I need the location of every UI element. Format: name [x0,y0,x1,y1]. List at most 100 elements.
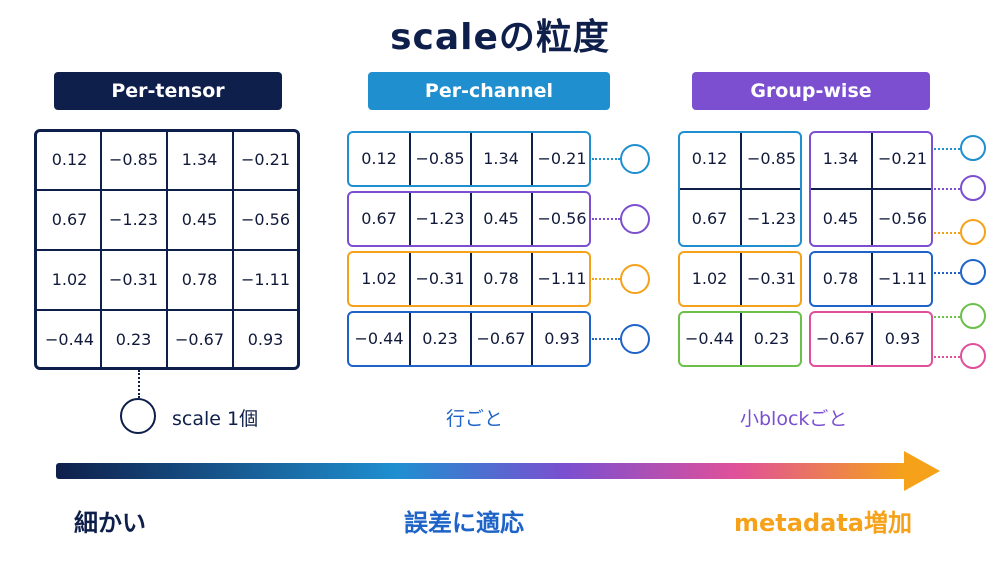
matrix-cell: 0.12 [361,149,397,168]
group-block [678,311,802,367]
matrix-cell: −1.23 [415,209,465,228]
matrix-cell: −0.85 [415,149,465,168]
matrix-cell: −0.56 [877,209,928,228]
matrix-cell: 0.23 [422,329,458,348]
matrix-cell: −0.31 [746,269,797,288]
channel-row-box [347,131,591,187]
scale-circle [120,398,156,434]
matrix-cell: 0.67 [691,209,728,228]
page-title: scaleの粒度 [390,17,610,58]
per-channel-caption: 行ごと [446,408,504,430]
matrix-cell: −0.21 [537,149,587,168]
connector-line [592,338,620,340]
grid-divider [680,188,800,190]
scale-circle [620,264,650,294]
matrix-cell: −0.44 [684,329,735,348]
group-block [678,251,802,307]
channel-row-box [347,251,591,307]
scale-circle [960,219,986,245]
matrix-cell: −0.31 [415,269,465,288]
matrix-cell: −0.85 [746,149,797,168]
matrix-cell: −0.44 [354,329,404,348]
matrix-cell: −0.56 [537,209,587,228]
scale-circle [960,175,986,201]
matrix-cell: −0.67 [174,330,225,349]
matrix-cell: 0.12 [51,150,88,169]
group-block [678,131,802,247]
scale-circle [620,324,650,354]
per-tensor-header: Per-tensor [54,72,282,110]
connector-line [592,218,620,220]
grid-divider [37,249,297,251]
grid-divider [531,193,533,245]
per-tensor-matrix [34,129,300,370]
grid-divider [470,253,472,305]
grid-divider [409,133,411,185]
scale-circle [620,144,650,174]
grid-divider [37,309,297,311]
matrix-cell: 1.02 [691,269,728,288]
matrix-cell: 1.34 [181,150,218,169]
grid-divider [409,313,411,365]
matrix-cell: 0.45 [822,209,859,228]
connector-line [592,158,620,160]
connector-line [138,370,140,398]
matrix-cell: 1.34 [483,149,519,168]
matrix-cell: −0.21 [240,150,291,169]
group-wise-caption: 小blockごと [740,408,848,430]
connector-line [934,188,960,190]
group-block [809,311,933,367]
matrix-cell: −1.23 [108,210,159,229]
per-channel-header: Per-channel [368,72,610,110]
connector-line [934,356,960,358]
granularity-arrow [56,451,940,491]
grid-divider [871,253,873,305]
matrix-cell: 0.23 [753,329,790,348]
matrix-cell: 0.45 [483,209,519,228]
matrix-cell: −0.31 [108,270,159,289]
axis-right-label: metadata増加 [734,509,912,537]
matrix-cell: 0.45 [181,210,218,229]
scale-circle [960,343,986,369]
grid-divider [470,313,472,365]
matrix-cell: 0.78 [483,269,519,288]
matrix-cell: −1.11 [537,269,587,288]
grid-divider [37,189,297,191]
matrix-cell: 0.67 [51,210,88,229]
grid-divider [409,253,411,305]
grid-divider [740,253,742,305]
scale-circle [620,204,650,234]
matrix-cell: 0.23 [115,330,152,349]
axis-center-label: 誤差に適応 [404,509,524,537]
matrix-cell: 1.02 [51,270,88,289]
grid-divider [531,253,533,305]
matrix-cell: 1.34 [822,149,859,168]
matrix-cell: −0.67 [476,329,526,348]
matrix-cell: 0.93 [884,329,921,348]
grid-divider [740,313,742,365]
matrix-cell: 0.93 [544,329,580,348]
matrix-cell: −1.11 [240,270,291,289]
matrix-cell: 0.78 [822,269,859,288]
per-tensor-caption: scale 1個 [172,408,259,430]
grid-divider [409,193,411,245]
matrix-cell: 0.78 [181,270,218,289]
matrix-cell: 1.02 [361,269,397,288]
connector-line [934,316,960,318]
matrix-cell: −0.56 [240,210,291,229]
matrix-cell: 0.67 [361,209,397,228]
matrix-cell: 0.93 [247,330,284,349]
group-block [809,251,933,307]
matrix-cell: −0.44 [44,330,95,349]
matrix-cell: −0.21 [877,149,928,168]
connector-line [934,148,960,150]
grid-divider [811,188,931,190]
matrix-cell: −0.85 [108,150,159,169]
channel-row-box [347,191,591,247]
matrix-cell: −1.23 [746,209,797,228]
grid-divider [470,133,472,185]
channel-row-box [347,311,591,367]
group-block [809,131,933,247]
grid-divider [871,313,873,365]
matrix-cell: −1.11 [877,269,928,288]
